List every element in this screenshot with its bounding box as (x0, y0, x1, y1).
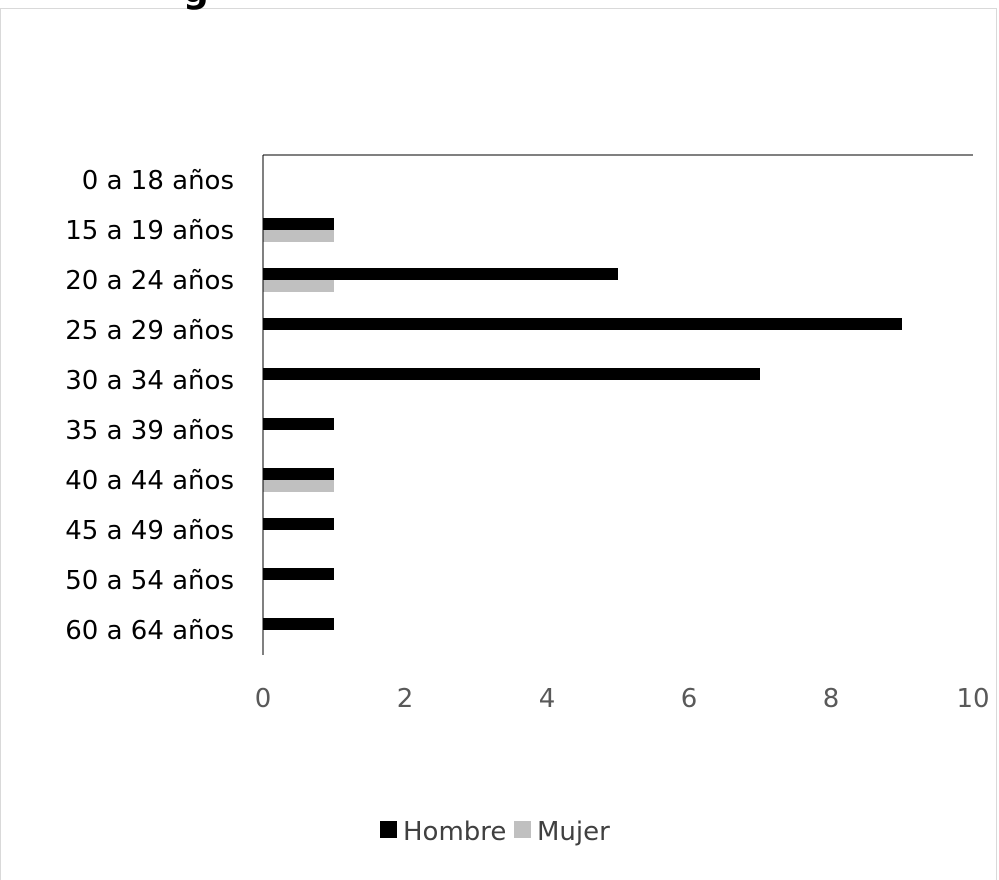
chart-frame (0, 8, 997, 880)
x-tick-label-6: 6 (681, 684, 698, 714)
category-label-30-a-34-anos: 30 a 34 años (65, 366, 234, 396)
labels-layer: 0 a 18 años 15 a 19 años 20 a 24 años 25 a … (65, 166, 989, 714)
legend-label-mujer: Mujer (537, 817, 610, 847)
legend-swatch-hombre (380, 821, 397, 838)
x-tick-label-2: 2 (397, 684, 414, 714)
category-label-60-a-64-anos: 60 a 64 años (65, 616, 234, 646)
bar-hombre-60-a-64-anos (263, 618, 334, 630)
bar-hombre-50-a-54-anos (263, 568, 334, 580)
x-tick-label-0: 0 (255, 684, 272, 714)
bar-hombre-20-a-24-anos (263, 268, 618, 280)
x-tick-label-10: 10 (956, 684, 989, 714)
legend-label-hombre: Hombre (403, 817, 506, 847)
axes-layer (262, 154, 973, 655)
bar-hombre-30-a-34-anos (263, 368, 760, 380)
bar-hombre-40-a-44-anos (263, 468, 334, 480)
bar-mujer-40-a-44-anos (263, 480, 334, 492)
bar-mujer-20-a-24-anos (263, 280, 334, 292)
bars-layer (263, 218, 902, 630)
bar-hombre-35-a-39-anos (263, 418, 334, 430)
bar-mujer-15-a-19-anos (263, 230, 334, 242)
legend: Hombre Mujer (380, 817, 610, 847)
category-label-45-a-49-anos: 45 a 49 años (65, 516, 234, 546)
category-label-25-a-29-anos: 25 a 29 años (65, 316, 234, 346)
category-label-50-a-54-anos: 50 a 54 años (65, 566, 234, 596)
category-label-35-a-39-anos: 35 a 39 años (65, 416, 234, 446)
bar-hombre-15-a-19-anos (263, 218, 334, 230)
chart-title-fragment: g (183, 0, 209, 11)
x-tick-label-8: 8 (823, 684, 840, 714)
bar-hombre-25-a-29-anos (263, 318, 902, 330)
x-tick-label-4: 4 (539, 684, 556, 714)
bar-hombre-45-a-49-anos (263, 518, 334, 530)
category-label-40-a-44-anos: 40 a 44 años (65, 466, 234, 496)
category-label-0-a-18-anos: 0 a 18 años (82, 166, 234, 196)
category-label-15-a-19-anos: 15 a 19 años (65, 216, 234, 246)
legend-swatch-mujer (514, 821, 531, 838)
category-label-20-a-24-anos: 20 a 24 años (65, 266, 234, 296)
